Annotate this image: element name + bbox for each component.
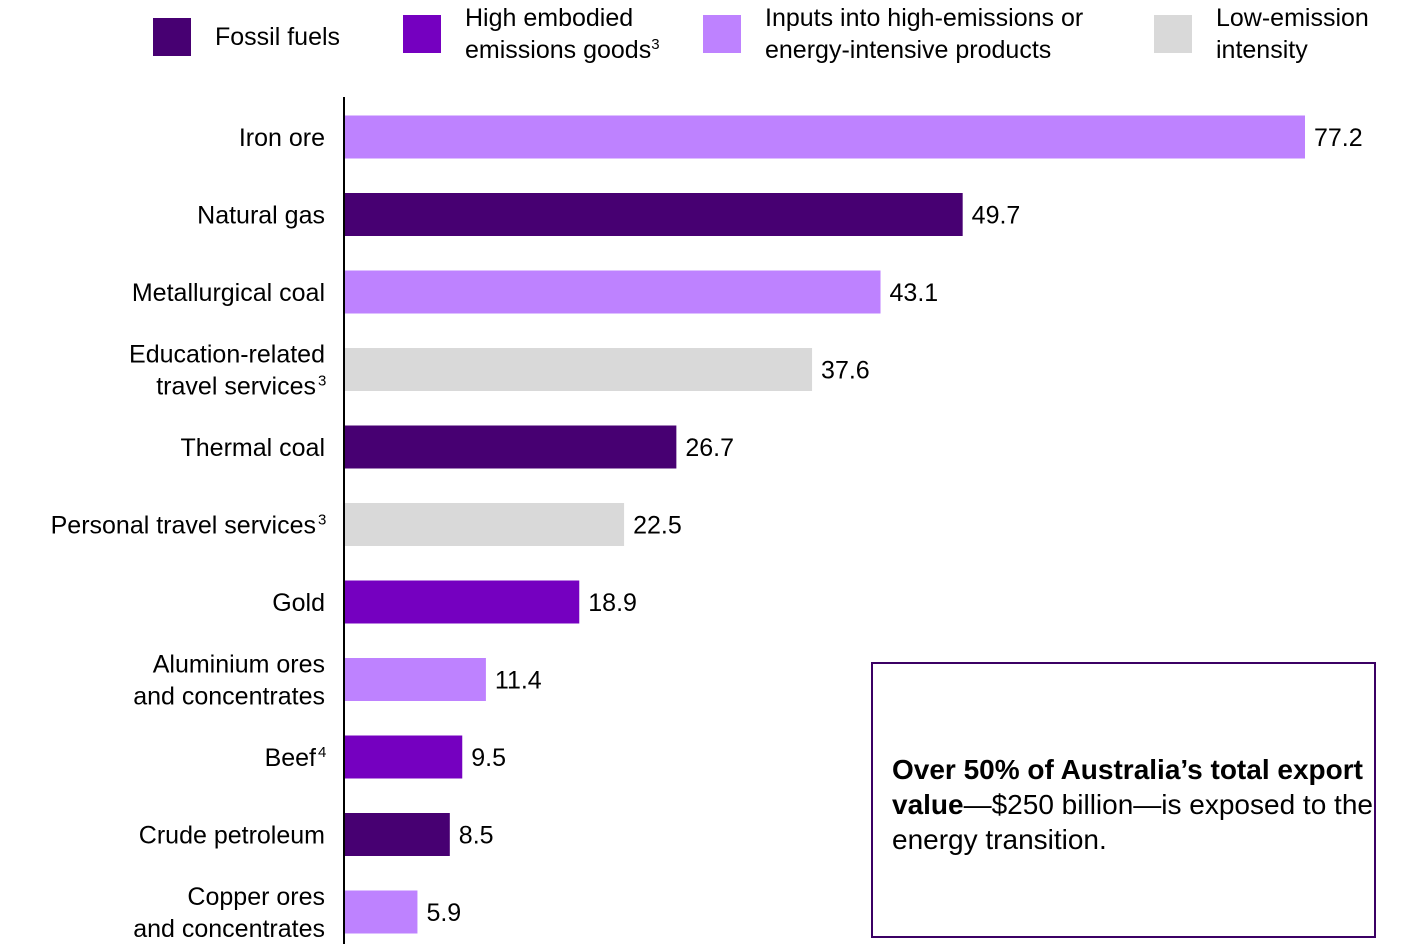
bar — [344, 115, 1305, 159]
value-label: 26.7 — [685, 434, 734, 462]
category-footnote: 3 — [318, 512, 326, 529]
category-label: Crude petroleum — [139, 822, 325, 850]
callout-bold: Over 50% of Australia’s total export val… — [892, 754, 1363, 820]
legend-item: Fossil fuels — [153, 18, 340, 56]
legend-label: Low-emission intensity — [1216, 4, 1369, 64]
value-label: 9.5 — [471, 744, 506, 772]
bar — [344, 193, 963, 236]
bar — [344, 580, 580, 624]
bar — [344, 425, 677, 469]
category-label: Aluminium ores and concentrates — [133, 651, 325, 711]
bar — [344, 270, 881, 314]
category-label: Iron ore — [239, 124, 325, 152]
legend-label: Fossil fuels — [215, 23, 341, 51]
category-label: Beef — [265, 744, 316, 772]
category-label: Personal travel services — [51, 512, 316, 540]
value-label: 18.9 — [588, 589, 637, 617]
legend-swatch — [153, 18, 191, 56]
category-footnote: 4 — [318, 744, 326, 761]
legend-item: High embodied emissions goods3 — [403, 2, 660, 66]
category-label: Metallurgical coal — [132, 279, 325, 307]
category-label: Education-related travel services — [129, 341, 325, 401]
bar — [344, 503, 625, 546]
bar — [344, 348, 813, 391]
category-label: Thermal coal — [181, 434, 326, 462]
value-label: 37.6 — [821, 357, 870, 385]
legend-label: Inputs into high-emissions or energy-int… — [765, 4, 1084, 64]
legend-item: Low-emission intensity — [1154, 2, 1369, 66]
callout-text: Over 50% of Australia’s total export val… — [892, 752, 1374, 857]
value-label: 49.7 — [972, 202, 1021, 230]
value-label: 8.5 — [459, 822, 494, 850]
value-label: 11.4 — [495, 667, 542, 695]
bar — [344, 658, 486, 701]
category-footnote: 3 — [318, 373, 326, 390]
bar — [344, 735, 463, 779]
value-label: 22.5 — [633, 512, 682, 540]
legend: Fossil fuels High embodied emissions good… — [0, 0, 1422, 80]
category-label: Gold — [272, 589, 325, 617]
legend-label: High embodied emissions goods3 — [465, 4, 660, 64]
legend-swatch — [703, 15, 741, 53]
legend-item: Inputs into high-emissions or energy-int… — [703, 2, 1083, 66]
bar — [344, 813, 450, 856]
callout-rest: —$250 billion—is exposed to the energy t… — [892, 789, 1373, 855]
value-label: 43.1 — [890, 279, 939, 307]
category-label: Natural gas — [197, 202, 325, 230]
value-label: 5.9 — [426, 899, 461, 927]
bar — [344, 890, 418, 934]
legend-swatch — [1154, 15, 1192, 53]
callout-box: Over 50% of Australia’s total export val… — [871, 662, 1376, 938]
legend-swatch — [403, 15, 441, 53]
value-label: 77.2 — [1314, 124, 1363, 152]
category-label: Copper ores and concentrates — [133, 883, 325, 943]
